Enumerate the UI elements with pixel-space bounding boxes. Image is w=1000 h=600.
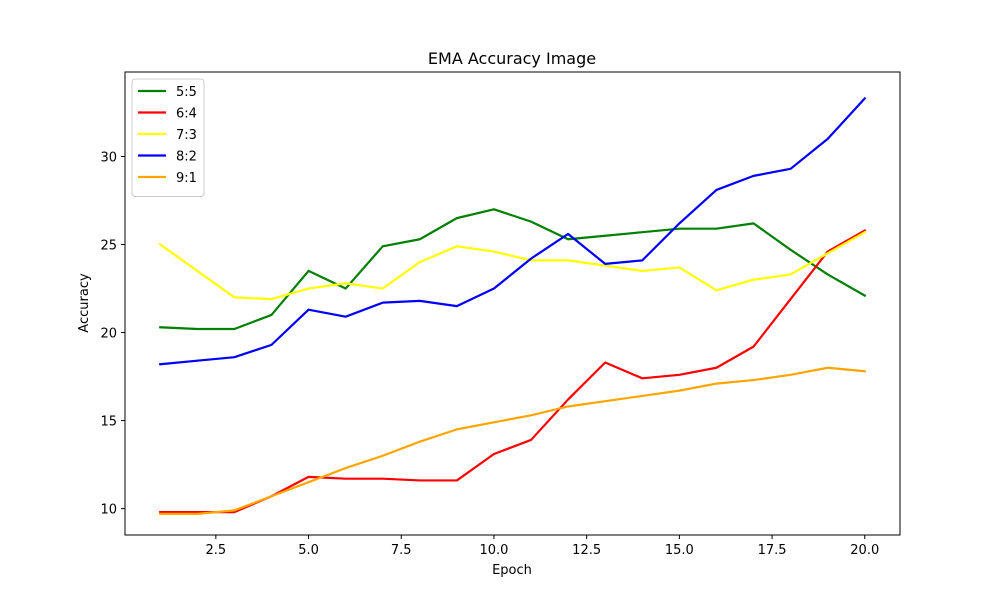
- plot-area: [125, 72, 900, 535]
- y-axis-title: Accuracy: [77, 273, 92, 333]
- series-line-8-2: [159, 96, 867, 366]
- x-axis: 2.5 5.0 7.5 10.0 12.5 15.0 17.5 20.0: [206, 535, 879, 558]
- plot-frame: [124, 71, 901, 536]
- y-tick-label: 20: [100, 327, 117, 342]
- y-tick-label: 15: [100, 415, 117, 430]
- series-line-5-5: [159, 208, 867, 331]
- x-tick-label: 10.0: [479, 543, 508, 558]
- series-line-9-1: [159, 366, 866, 515]
- x-axis-title: Epoch: [492, 563, 532, 578]
- series-layer: [158, 96, 867, 515]
- y-tick-label: 10: [100, 503, 117, 518]
- legend: 5:5 6:4 7:3 8:2 9:1: [131, 78, 205, 197]
- x-tick-label: 12.5: [572, 543, 601, 558]
- y-axis: 10 15 20 25 30: [100, 151, 125, 518]
- legend-label: 9:1: [176, 171, 197, 186]
- x-tick-label: 20.0: [850, 543, 879, 558]
- legend-label: 8:2: [176, 150, 197, 165]
- y-tick-label: 30: [100, 151, 117, 166]
- x-tick-label: 2.5: [206, 543, 227, 558]
- legend-label: 6:4: [176, 107, 197, 122]
- chart-title: EMA Accuracy Image: [428, 49, 596, 68]
- x-tick-label: 17.5: [758, 543, 787, 558]
- x-tick-label: 7.5: [391, 543, 412, 558]
- x-tick-label: 15.0: [665, 543, 694, 558]
- legend-label: 7:3: [176, 128, 197, 143]
- series-line-7-3: [158, 230, 867, 301]
- legend-label: 5:5: [176, 85, 197, 100]
- y-tick-label: 25: [100, 239, 117, 254]
- legend-box: [131, 78, 205, 197]
- x-tick-label: 5.0: [298, 543, 319, 558]
